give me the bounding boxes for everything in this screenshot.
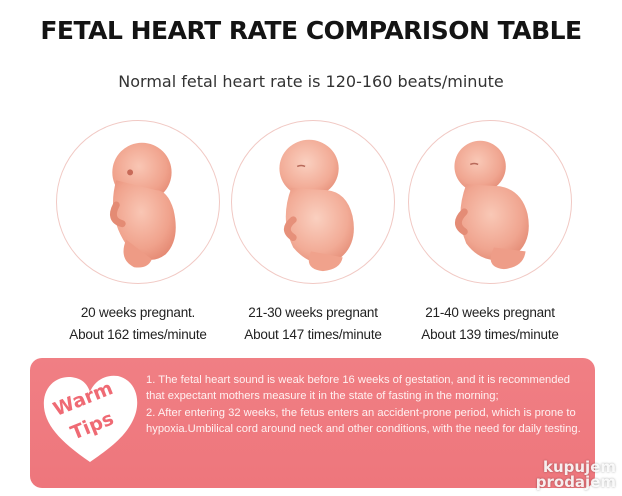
stage-caption-21-30-weeks: 21-30 weeks pregnant About 147 times/min… xyxy=(213,302,413,346)
page-subtitle: Normal fetal heart rate is 120-160 beats… xyxy=(118,72,504,91)
watermark-line2: prodajem xyxy=(535,473,616,491)
stage-rate: About 147 times/minute xyxy=(244,327,382,342)
fetus-image-20-weeks xyxy=(56,120,220,284)
heart-icon xyxy=(43,375,138,462)
stage-weeks: 20 weeks pregnant. xyxy=(80,305,196,320)
fetus-20-weeks-illustration xyxy=(109,142,176,268)
tip-item: 1. The fetal heart sound is weak before … xyxy=(146,374,570,403)
watermark-logo: kupujem prodajem xyxy=(536,460,616,490)
stage-weeks: 21-30 weeks pregnant xyxy=(248,305,378,320)
warm-tips-list: 1. The fetal heart sound is weak before … xyxy=(146,372,586,438)
watermark-line1: kupujem xyxy=(542,458,616,476)
fetus-21-30-weeks-illustration xyxy=(279,139,354,272)
stage-caption-21-40-weeks: 21-40 weeks pregnant About 139 times/min… xyxy=(390,302,590,346)
page-title: FETAL HEART RATE COMPARISON TABLE xyxy=(40,16,582,45)
stage-caption-20-weeks: 20 weeks pregnant. About 162 times/minut… xyxy=(38,302,238,346)
fetus-21-40-weeks-illustration xyxy=(454,140,529,270)
tip-item: 2. After entering 32 weeks, the fetus en… xyxy=(146,406,581,436)
fetus-image-21-40-weeks xyxy=(408,120,572,284)
stage-rate: About 162 times/minute xyxy=(69,327,207,342)
stage-weeks: 21-40 weeks pregnant xyxy=(425,305,555,320)
stage-rate: About 139 times/minute xyxy=(421,327,559,342)
fetus-image-21-30-weeks xyxy=(231,120,395,284)
